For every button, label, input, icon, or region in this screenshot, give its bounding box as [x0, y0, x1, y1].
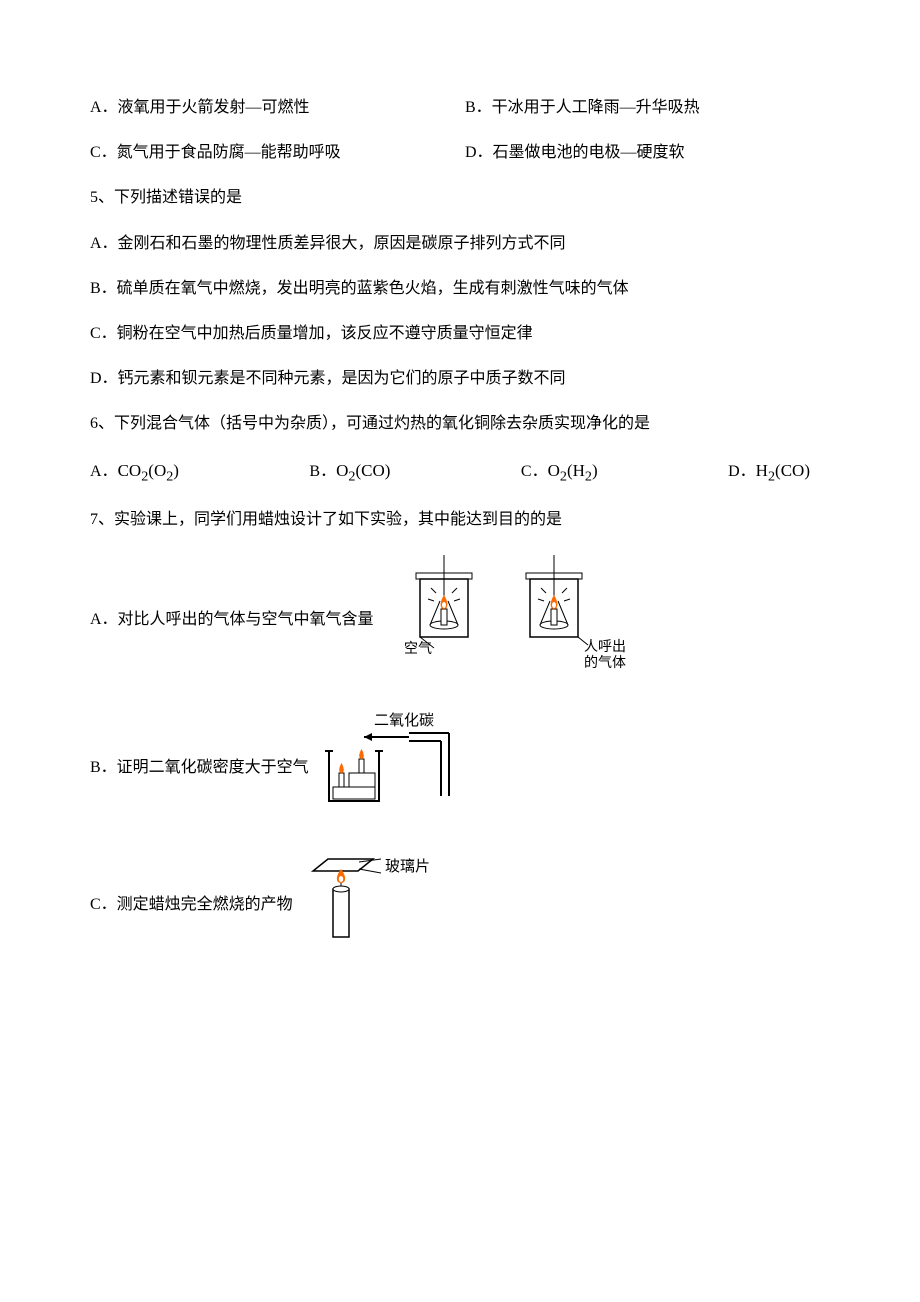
q6-optD-label: D．	[728, 454, 756, 489]
svg-text:的气体: 的气体	[584, 655, 626, 670]
q6-optA-label: A．	[90, 454, 118, 489]
q7-figB: 二氧化碳	[319, 711, 519, 824]
q5-optB: B．硫单质在氧气中燃烧，发出明亮的蓝紫色火焰，生成有刺激性气味的气体	[90, 271, 840, 306]
svg-text:人呼出: 人呼出	[584, 639, 626, 655]
q7-figC: 玻璃片	[303, 853, 463, 956]
q6-options: A． CO2(O2) B． O2(CO) C． O2(H2) D． H2(CO)	[90, 452, 840, 493]
q6-optD-formula: H2(CO)	[756, 452, 810, 493]
q4-row1: A．液氧用于火箭发射—可燃性 B．干冰用于人工降雨—升华吸热	[90, 90, 840, 125]
q7-figC-label: 玻璃片	[385, 858, 430, 875]
q7-figA: 空气	[394, 555, 634, 683]
q4-optD: D．石墨做电池的电极—硬度软	[465, 135, 840, 170]
q6-optD: D． H2(CO)	[728, 452, 810, 493]
q6-optB: B． O2(CO)	[309, 452, 390, 493]
q6-optB-formula: O2(CO)	[336, 452, 390, 493]
q6-optB-label: B．	[309, 454, 336, 489]
q7-optB: B．证明二氧化碳密度大于空气	[90, 750, 309, 785]
q6-optC-label: C．	[521, 454, 548, 489]
q5-optD: D．钙元素和钡元素是不同种元素，是因为它们的原子中质子数不同	[90, 361, 840, 396]
q7-optA-row: A．对比人呼出的气体与空气中氧气含量	[90, 555, 840, 683]
q7-optC-row: C．测定蜡烛完全燃烧的产物 玻璃片	[90, 853, 840, 956]
q7-optA: A．对比人呼出的气体与空气中氧气含量	[90, 602, 374, 637]
q6-stem: 6、下列混合气体（括号中为杂质），可通过灼热的氧化铜除去杂质实现净化的是	[90, 406, 840, 441]
q4-optC: C．氮气用于食品防腐—能帮助呼吸	[90, 135, 465, 170]
q6-optC: C． O2(H2)	[521, 452, 598, 493]
q7-optC: C．测定蜡烛完全燃烧的产物	[90, 887, 293, 922]
q6-optA: A． CO2(O2)	[90, 452, 179, 493]
q5-optC: C．铜粉在空气中加热后质量增加，该反应不遵守质量守恒定律	[90, 316, 840, 351]
q4-row2: C．氮气用于食品防腐—能帮助呼吸 D．石墨做电池的电极—硬度软	[90, 135, 840, 170]
q4-optB: B．干冰用于人工降雨—升华吸热	[465, 90, 840, 125]
q6-optC-formula: O2(H2)	[548, 452, 598, 493]
q7-optB-row: B．证明二氧化碳密度大于空气 二氧化碳	[90, 711, 840, 824]
q7-stem: 7、实验课上，同学们用蜡烛设计了如下实验，其中能达到目的的是	[90, 502, 840, 537]
q7-figB-label: 二氧化碳	[374, 712, 434, 729]
q5-optA: A．金刚石和石墨的物理性质差异很大，原因是碳原子排列方式不同	[90, 226, 840, 261]
q5-stem: 5、下列描述错误的是	[90, 180, 840, 215]
q6-optA-formula: CO2(O2)	[118, 452, 179, 493]
q4-optA: A．液氧用于火箭发射—可燃性	[90, 90, 465, 125]
